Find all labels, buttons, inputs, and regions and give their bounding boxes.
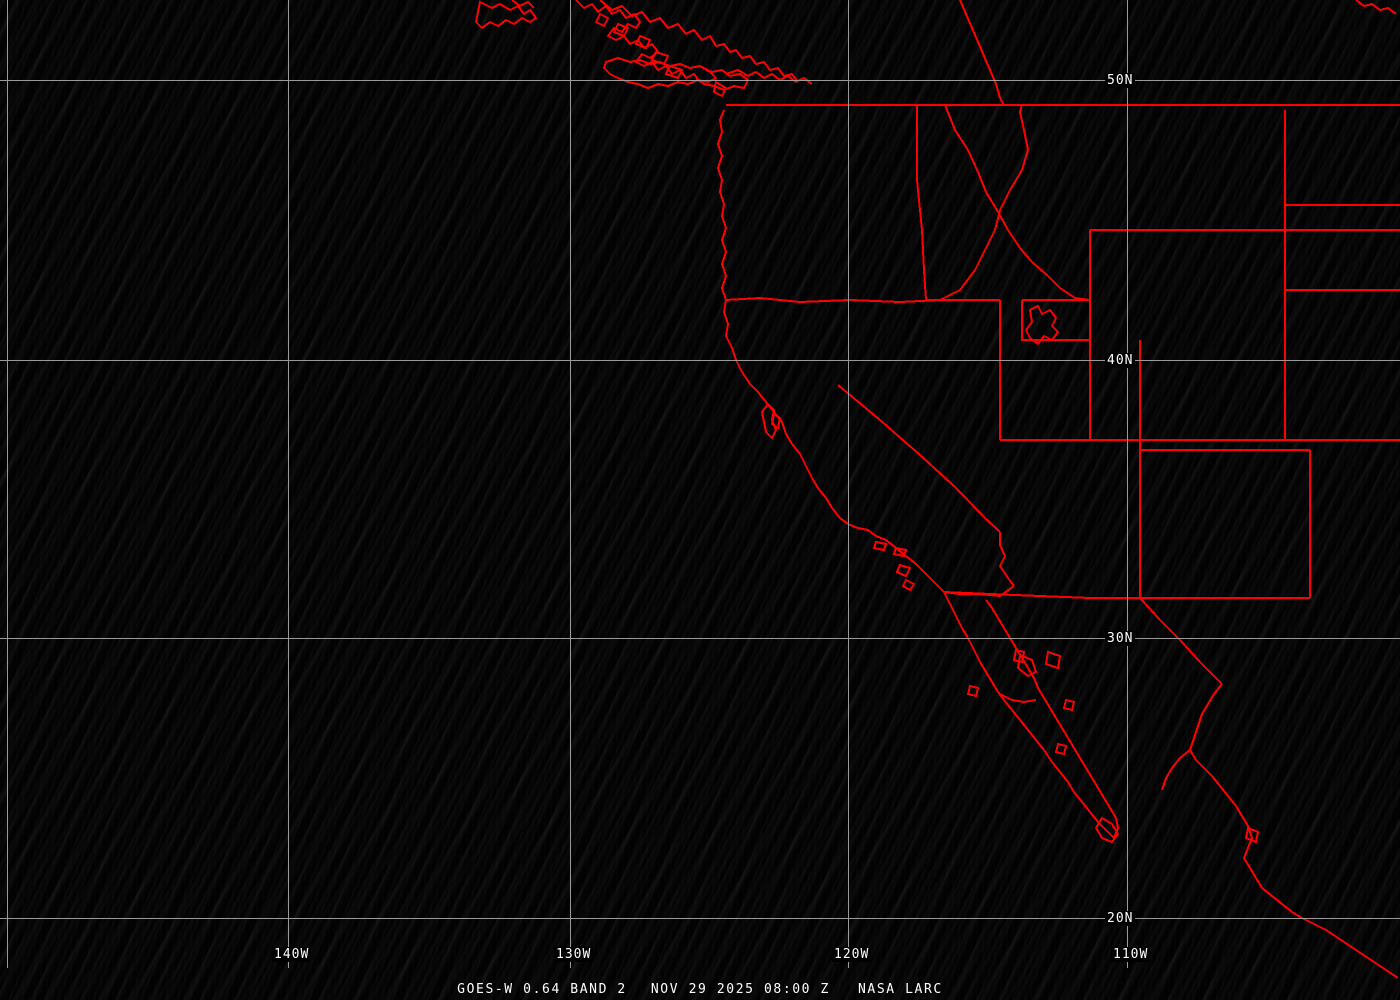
gridline-lat-30n <box>0 638 1400 639</box>
gridline-lon-150w <box>7 0 8 968</box>
island-tiburon <box>1044 650 1062 670</box>
border-id-ut <box>1021 300 1090 341</box>
coastline-bc-mainland <box>599 0 799 83</box>
lat-label-40n: 40N <box>1105 353 1136 368</box>
coastline-bc-islands-e <box>664 64 684 80</box>
lat-label-20n: 20N <box>1105 911 1136 926</box>
border-baja-norte-sur <box>999 693 1037 704</box>
border-nv-ca-diagonal <box>837 384 1001 533</box>
coastline-hudson-fragment <box>1355 0 1397 15</box>
lon-label-130w: 130W <box>554 947 594 962</box>
islands-mexico-small <box>1244 826 1260 844</box>
coastline-bc-islands-a <box>594 12 610 28</box>
gridline-lat-50n <box>0 80 1400 81</box>
coastline-california-central <box>781 421 849 525</box>
border-wa-id <box>916 105 927 301</box>
island-channel-b <box>892 546 908 558</box>
lon-label-110w: 110W <box>1111 947 1151 962</box>
coastline-puget-sound-inlets <box>712 80 728 98</box>
island-guadalupe <box>966 684 980 698</box>
gridline-lat-40n <box>0 360 1400 361</box>
coastline-vancouver-island <box>602 56 718 90</box>
border-or-id <box>939 104 1030 301</box>
border-us-mexico <box>943 591 1140 599</box>
islands-baja-small-a <box>1062 698 1076 712</box>
coastline-bc-north <box>575 0 701 83</box>
island-cedros <box>1012 648 1026 664</box>
coastline-washington <box>716 109 725 205</box>
border-nv-az-river <box>998 532 1015 587</box>
image-caption-bar: GOES-W 0.64 BAND 2 NOV 29 2025 08:00 Z N… <box>0 978 1400 1000</box>
island-san-clemente <box>901 578 916 592</box>
island-angel-de-la-guarda <box>1016 653 1038 678</box>
coastline-mexico-gulf-inner <box>1161 749 1191 791</box>
lon-label-120w: 120W <box>832 947 872 962</box>
coastline-bc-islands-c <box>634 34 652 50</box>
border-alberta-bc <box>959 0 1005 106</box>
island-santa-catalina <box>895 563 912 578</box>
gridline-lon-110w <box>1127 0 1128 968</box>
border-mexico-sonora-chihuahua <box>1139 597 1223 685</box>
gridline-lon-120w <box>848 0 849 968</box>
caption-datetime: NOV 29 2025 08:00 Z <box>650 981 830 997</box>
coastline-haida-gwaii <box>474 0 538 30</box>
islands-baja-small-b <box>1054 742 1068 756</box>
lat-label-30n: 30N <box>1105 631 1136 646</box>
gridline-lon-130w <box>570 0 571 968</box>
lake-great-salt-lake <box>1024 304 1060 346</box>
border-wa-or <box>725 296 941 304</box>
border-id-mt <box>944 104 1091 301</box>
coastline-baja-cabo <box>1094 816 1120 844</box>
gridline-lon-140w <box>288 0 289 968</box>
lon-label-140w: 140W <box>272 947 312 962</box>
coastline-strait-georgia <box>695 65 750 92</box>
coastline-and-border-paths <box>474 0 1400 979</box>
coastline-oregon <box>720 203 728 301</box>
caption-instrument: GOES-W 0.64 BAND 2 <box>457 981 627 997</box>
coastline-mexico-sinaloa <box>1235 805 1399 979</box>
coastline-alaska-panhandle-fragment <box>511 0 535 9</box>
gridline-lat-20n <box>0 918 1400 919</box>
coastline-bc-islands-b <box>612 22 630 38</box>
island-channel-a <box>872 540 888 552</box>
caption-provider: NASA LARC <box>857 981 943 997</box>
bay-sf-inner <box>770 412 782 430</box>
lat-label-50n: 50N <box>1105 73 1136 88</box>
